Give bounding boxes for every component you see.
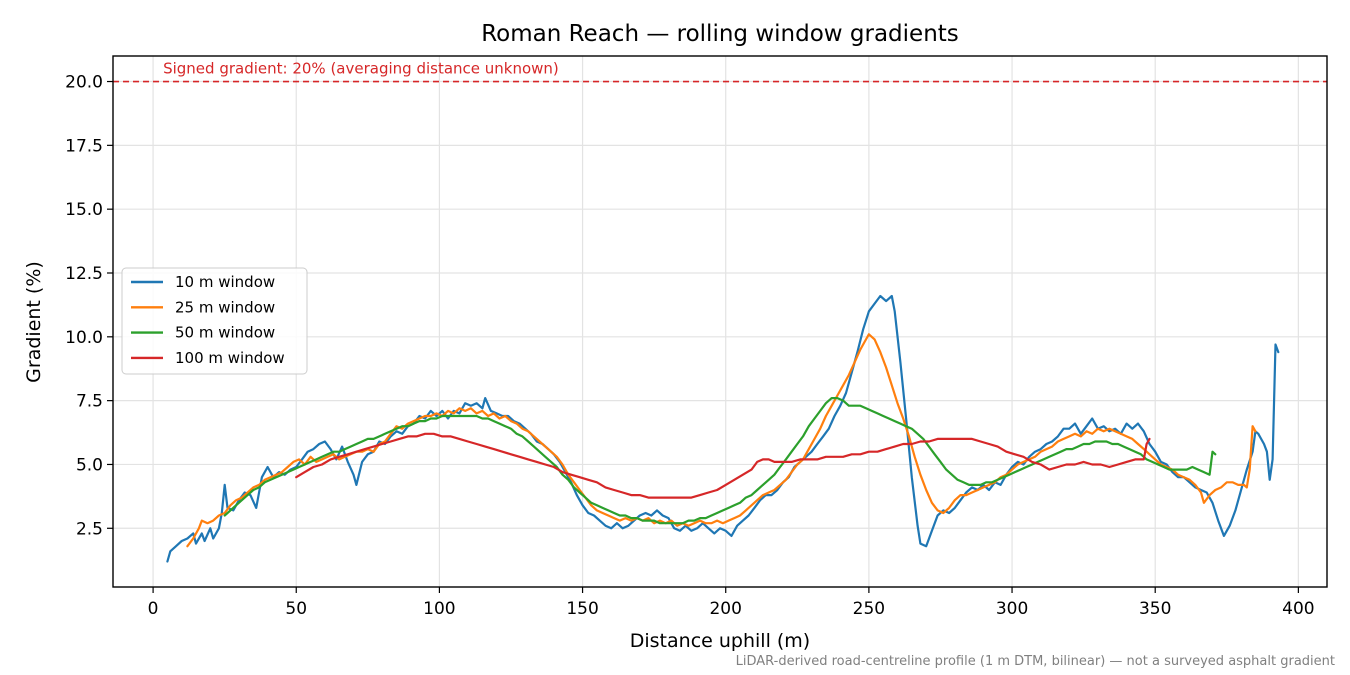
footnote: LiDAR-derived road-centreline profile (1… <box>736 654 1335 669</box>
chart-title: Roman Reach — rolling window gradients <box>481 21 959 47</box>
x-tick-label: 250 <box>853 599 885 619</box>
x-tick-label: 400 <box>1282 599 1314 619</box>
y-tick-label: 15.0 <box>65 200 103 220</box>
legend-box <box>121 267 308 375</box>
x-tick-label: 50 <box>285 599 307 619</box>
y-tick-label: 10.0 <box>65 328 103 348</box>
series-line-4 <box>295 432 1151 499</box>
y-tick-label: 17.5 <box>65 136 103 156</box>
reference-line-label: Signed gradient: 20% (averaging distance… <box>163 60 559 78</box>
x-tick-label: 350 <box>1139 599 1171 619</box>
reference-line-group: Signed gradient: 20% (averaging distance… <box>113 60 1327 83</box>
series-line-3 <box>223 397 1217 525</box>
y-tick-label: 20.0 <box>65 73 103 93</box>
x-tick-label: 300 <box>996 599 1028 619</box>
series-line-1 <box>166 294 1280 563</box>
plot-frame <box>112 55 1328 588</box>
x-tick-label: 100 <box>423 599 455 619</box>
x-tick-label: 0 <box>148 599 159 619</box>
legend-entry-label: 50 m window <box>175 324 275 342</box>
legend: 10 m window 25 m window 50 m window 100 m w… <box>121 267 308 375</box>
x-axis-label: Distance uphill (m) <box>630 630 810 652</box>
series-lines <box>166 294 1280 563</box>
x-tick-label: 200 <box>709 599 741 619</box>
legend-entry-label: 25 m window <box>175 298 275 316</box>
y-tick-label: 2.5 <box>76 519 103 539</box>
y-tick-label: 7.5 <box>76 392 103 412</box>
y-tick-label: 12.5 <box>65 264 103 284</box>
legend-entry-label: 10 m window <box>175 273 275 291</box>
y-axis-label: Gradient (%) <box>23 261 45 383</box>
y-axis-ticks: 2.5 5.0 7.5 10.0 12.5 15.0 17.5 20.0 <box>65 73 113 539</box>
legend-entry-label: 100 m window <box>175 349 285 367</box>
y-tick-label: 5.0 <box>76 455 103 475</box>
x-tick-label: 150 <box>566 599 598 619</box>
x-axis-ticks: 0 50 100 150 200 250 300 350 400 <box>148 587 1315 619</box>
